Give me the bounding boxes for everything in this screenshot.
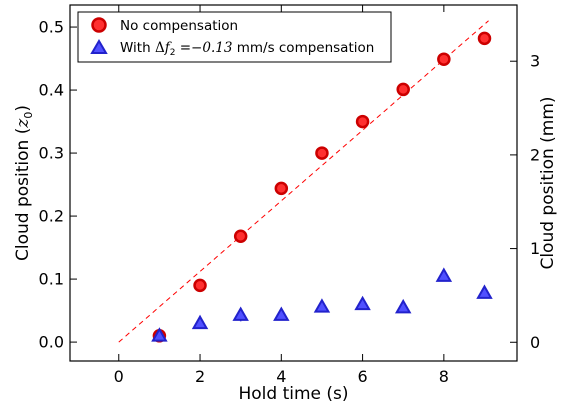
legend-label-with-compensation-suffix: mm/s compensation bbox=[232, 40, 374, 56]
y-tick-label-left: 0.4 bbox=[39, 81, 64, 100]
legend-label-f-subscript: 2 bbox=[170, 48, 176, 58]
data-point-no-compensation bbox=[477, 31, 492, 46]
data-point-no-compensation bbox=[355, 114, 370, 129]
y-axis-left-label-suffix: ) bbox=[13, 105, 33, 112]
data-point-with-compensation bbox=[354, 295, 371, 311]
legend-label-with-compensation-prefix: With bbox=[120, 40, 155, 56]
data-point-no-compensation bbox=[437, 52, 451, 66]
legend-label-equals: = bbox=[175, 40, 191, 56]
data-point-with-compensation bbox=[435, 267, 453, 282]
y-tick-label-left: 0.1 bbox=[39, 270, 64, 289]
legend-label-value: −0.13 bbox=[191, 40, 232, 56]
data-point-with-compensation bbox=[232, 306, 249, 321]
data-point-with-compensation bbox=[273, 306, 290, 321]
y-tick-label-left: 0.0 bbox=[39, 333, 64, 352]
data-point-no-compensation bbox=[233, 229, 248, 243]
y-tick-label-right: 3 bbox=[530, 52, 540, 71]
x-tick-label: 4 bbox=[276, 367, 286, 386]
legend-marker-no-compensation bbox=[91, 17, 107, 33]
x-tick-label: 0 bbox=[114, 367, 124, 386]
x-tick-label: 2 bbox=[195, 367, 205, 386]
y-tick-label-left: 0.5 bbox=[39, 18, 64, 37]
y-axis-left-label-subscript: 0 bbox=[22, 112, 35, 119]
legend-label-with-compensation: With Δf2 =−0.13 mm/s compensation bbox=[120, 40, 374, 58]
x-tick-label: 8 bbox=[439, 367, 449, 386]
data-point-with-compensation bbox=[394, 298, 412, 314]
data-point-with-compensation bbox=[191, 314, 209, 330]
plot-frame bbox=[69, 4, 518, 362]
y-axis-right-label: Cloud position (mm) bbox=[538, 96, 558, 269]
y-tick-label-right: 1 bbox=[530, 239, 540, 258]
y-axis-left-label-prefix: Cloud position ( bbox=[13, 128, 33, 261]
legend-box bbox=[77, 11, 392, 63]
data-point-no-compensation bbox=[274, 181, 289, 196]
legend-label-no-compensation: No compensation bbox=[120, 18, 238, 34]
x-axis-label: Hold time (s) bbox=[238, 384, 348, 404]
x-tick-label: 6 bbox=[357, 367, 367, 386]
y-axis-left-label: Cloud position (z0) bbox=[13, 105, 35, 261]
y-tick-label-right: 2 bbox=[530, 145, 540, 164]
data-point-no-compensation bbox=[396, 82, 410, 97]
legend: No compensation With Δf2 =−0.13 mm/s com… bbox=[77, 11, 392, 63]
data-point-no-compensation bbox=[193, 278, 207, 293]
plot-layer bbox=[118, 20, 493, 343]
y-tick-label-left: 0.2 bbox=[39, 207, 64, 226]
legend-marker-with-compensation bbox=[90, 39, 108, 54]
y-tick-label-left: 0.3 bbox=[39, 144, 64, 163]
legend-label-f-symbol: f bbox=[164, 40, 172, 56]
y-tick-label-right: 0 bbox=[530, 333, 540, 352]
y-axis-left-label-symbol: z bbox=[13, 118, 33, 129]
data-point-with-compensation bbox=[151, 327, 168, 342]
legend-label-delta-symbol: Δ bbox=[155, 40, 165, 56]
fit-line bbox=[118, 20, 489, 343]
data-point-with-compensation bbox=[476, 284, 493, 299]
ticks-layer: 0 2 4 6 8 0.0 0.1 0.2 0.3 0.4 0.5 0 1 2 3 bbox=[39, 5, 540, 386]
data-point-no-compensation bbox=[315, 146, 329, 160]
data-point-with-compensation bbox=[313, 298, 331, 313]
